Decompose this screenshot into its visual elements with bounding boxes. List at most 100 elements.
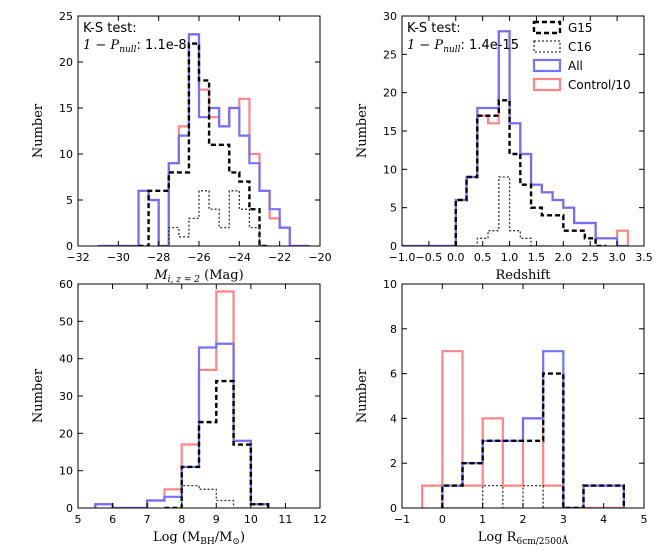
y-tick-label: 5 xyxy=(390,202,397,215)
x-tick-label: 0 xyxy=(439,513,446,526)
series-all-line xyxy=(98,33,310,246)
series-c16-line xyxy=(442,484,564,508)
x-tick-label: 11 xyxy=(278,513,292,526)
legend-swatch-g15 xyxy=(532,20,562,35)
series-c16-line xyxy=(181,484,251,508)
y-axis-label: Number xyxy=(355,368,370,423)
legend: G15 C16 All Control/10 xyxy=(532,20,631,92)
series-all-line xyxy=(441,350,625,508)
x-axis-label: Redshift xyxy=(495,268,551,283)
y-tick-label: 4 xyxy=(390,412,397,425)
y-tick-label: 15 xyxy=(383,125,397,138)
x-tick-label: 5 xyxy=(75,513,82,526)
y-tick-label: 5 xyxy=(66,194,73,207)
y-tick-label: 25 xyxy=(383,48,397,61)
legend-label: All xyxy=(568,59,583,73)
x-tick-label: 9 xyxy=(213,513,220,526)
legend-swatch-all xyxy=(532,58,562,73)
plot-area xyxy=(421,350,626,508)
histogram-panel-3: 5 6 7 8 9 10 11 12 0 10 20 30 40 50 60 Number Log (MBH/M… xyxy=(31,278,327,547)
y-axis-label: Number xyxy=(31,103,46,158)
x-tick-label: 12 xyxy=(313,513,327,526)
y-axis-label: Number xyxy=(31,368,46,423)
x-tick-label: −26 xyxy=(187,251,210,264)
ks-test-title: K-S test: xyxy=(407,21,461,36)
y-tick-label: 20 xyxy=(59,56,73,69)
x-tick-label: −20 xyxy=(308,251,331,264)
x-tick-label: 6 xyxy=(109,513,116,526)
x-tick-label: 10 xyxy=(244,513,258,526)
series-g15-line xyxy=(138,42,270,246)
x-axis-label: Log (MBH/M⊙) xyxy=(153,530,245,547)
x-tick-label: 0.5 xyxy=(474,251,492,264)
y-tick-label: 15 xyxy=(59,102,73,115)
legend-swatch-c16 xyxy=(533,40,561,53)
y-tick-label: 50 xyxy=(59,315,73,328)
x-tick-label: 5 xyxy=(641,513,648,526)
y-tick-label: 2 xyxy=(390,457,397,470)
y-tick-label: 30 xyxy=(383,10,397,23)
x-tick-label: 4 xyxy=(600,513,607,526)
y-tick-label: 10 xyxy=(383,163,397,176)
series-all-line xyxy=(402,30,628,246)
x-tick-label: 2.5 xyxy=(581,251,599,264)
series-control-10-line xyxy=(421,350,624,508)
x-axis-label: Mi, z = 2 (Mag) xyxy=(153,268,243,285)
ks-test-value: 1 − Pnull: 1.4e-15 xyxy=(407,38,519,55)
x-tick-label: 7 xyxy=(144,513,151,526)
x-tick-label: 0.0 xyxy=(447,251,465,264)
x-tick-label: −1 xyxy=(394,513,410,526)
y-tick-label: 60 xyxy=(59,278,73,291)
x-tick-label: 3 xyxy=(560,513,567,526)
legend-label: C16 xyxy=(568,40,592,54)
x-tick-label: 1 xyxy=(479,513,486,526)
histogram-panel-2: −1.0 −0.5 0.0 0.5 1.0 1.5 2.0 2.5 3.0 3.5 0 5 10 15 20… xyxy=(355,10,653,283)
legend-swatch-control-10 xyxy=(532,77,562,92)
y-axis-label: Number xyxy=(355,103,370,158)
y-tick-label: 0 xyxy=(66,502,73,515)
x-tick-label: 3.5 xyxy=(635,251,653,264)
plot-area xyxy=(94,290,270,508)
y-tick-label: 10 xyxy=(59,465,73,478)
series-g15-line xyxy=(454,99,607,246)
y-tick-label: 0 xyxy=(390,240,397,253)
series-control-10-line xyxy=(402,30,629,246)
x-tick-label: −22 xyxy=(268,251,291,264)
ks-test-value: 1 − Pnull: 1.1e-8 xyxy=(83,38,187,55)
y-tick-label: 20 xyxy=(59,427,73,440)
x-tick-label: 8 xyxy=(178,513,185,526)
x-tick-label: −28 xyxy=(147,251,170,264)
series-c16-line xyxy=(158,190,270,246)
legend-label: Control/10 xyxy=(568,78,631,92)
x-tick-label: 2.0 xyxy=(555,251,573,264)
y-tick-label: 20 xyxy=(383,87,397,100)
series-control-10-line xyxy=(98,33,310,246)
x-tick-label: 1.0 xyxy=(501,251,519,264)
x-axis-label: Log R6cm/2500Å xyxy=(478,530,569,547)
x-tick-label: −24 xyxy=(228,251,251,264)
plot-area xyxy=(402,30,629,246)
y-tick-label: 0 xyxy=(66,240,73,253)
y-tick-label: 30 xyxy=(59,390,73,403)
y-tick-label: 10 xyxy=(59,148,73,161)
y-tick-label: 25 xyxy=(59,10,73,23)
series-c16-line xyxy=(455,176,553,246)
series-g15-line xyxy=(441,372,626,508)
x-tick-label: 1.5 xyxy=(528,251,546,264)
histogram-panel-1: −32 −30 −28 −26 −24 −22 −20 0 5 10 15 20 25 Number Mi,… xyxy=(31,10,332,285)
y-tick-label: 6 xyxy=(390,368,397,381)
y-tick-label: 40 xyxy=(59,353,73,366)
y-tick-label: 8 xyxy=(390,323,397,336)
y-tick-label: 0 xyxy=(390,502,397,515)
x-tick-label: 3.0 xyxy=(608,251,626,264)
x-tick-label: −1.0 xyxy=(389,251,416,264)
plot-area xyxy=(98,33,310,246)
x-tick-label: −32 xyxy=(66,251,89,264)
x-tick-label: 2 xyxy=(520,513,527,526)
x-tick-label: −0.5 xyxy=(416,251,443,264)
x-tick-label: −30 xyxy=(107,251,130,264)
y-tick-label: 10 xyxy=(383,278,397,291)
legend-label: G15 xyxy=(568,21,593,35)
